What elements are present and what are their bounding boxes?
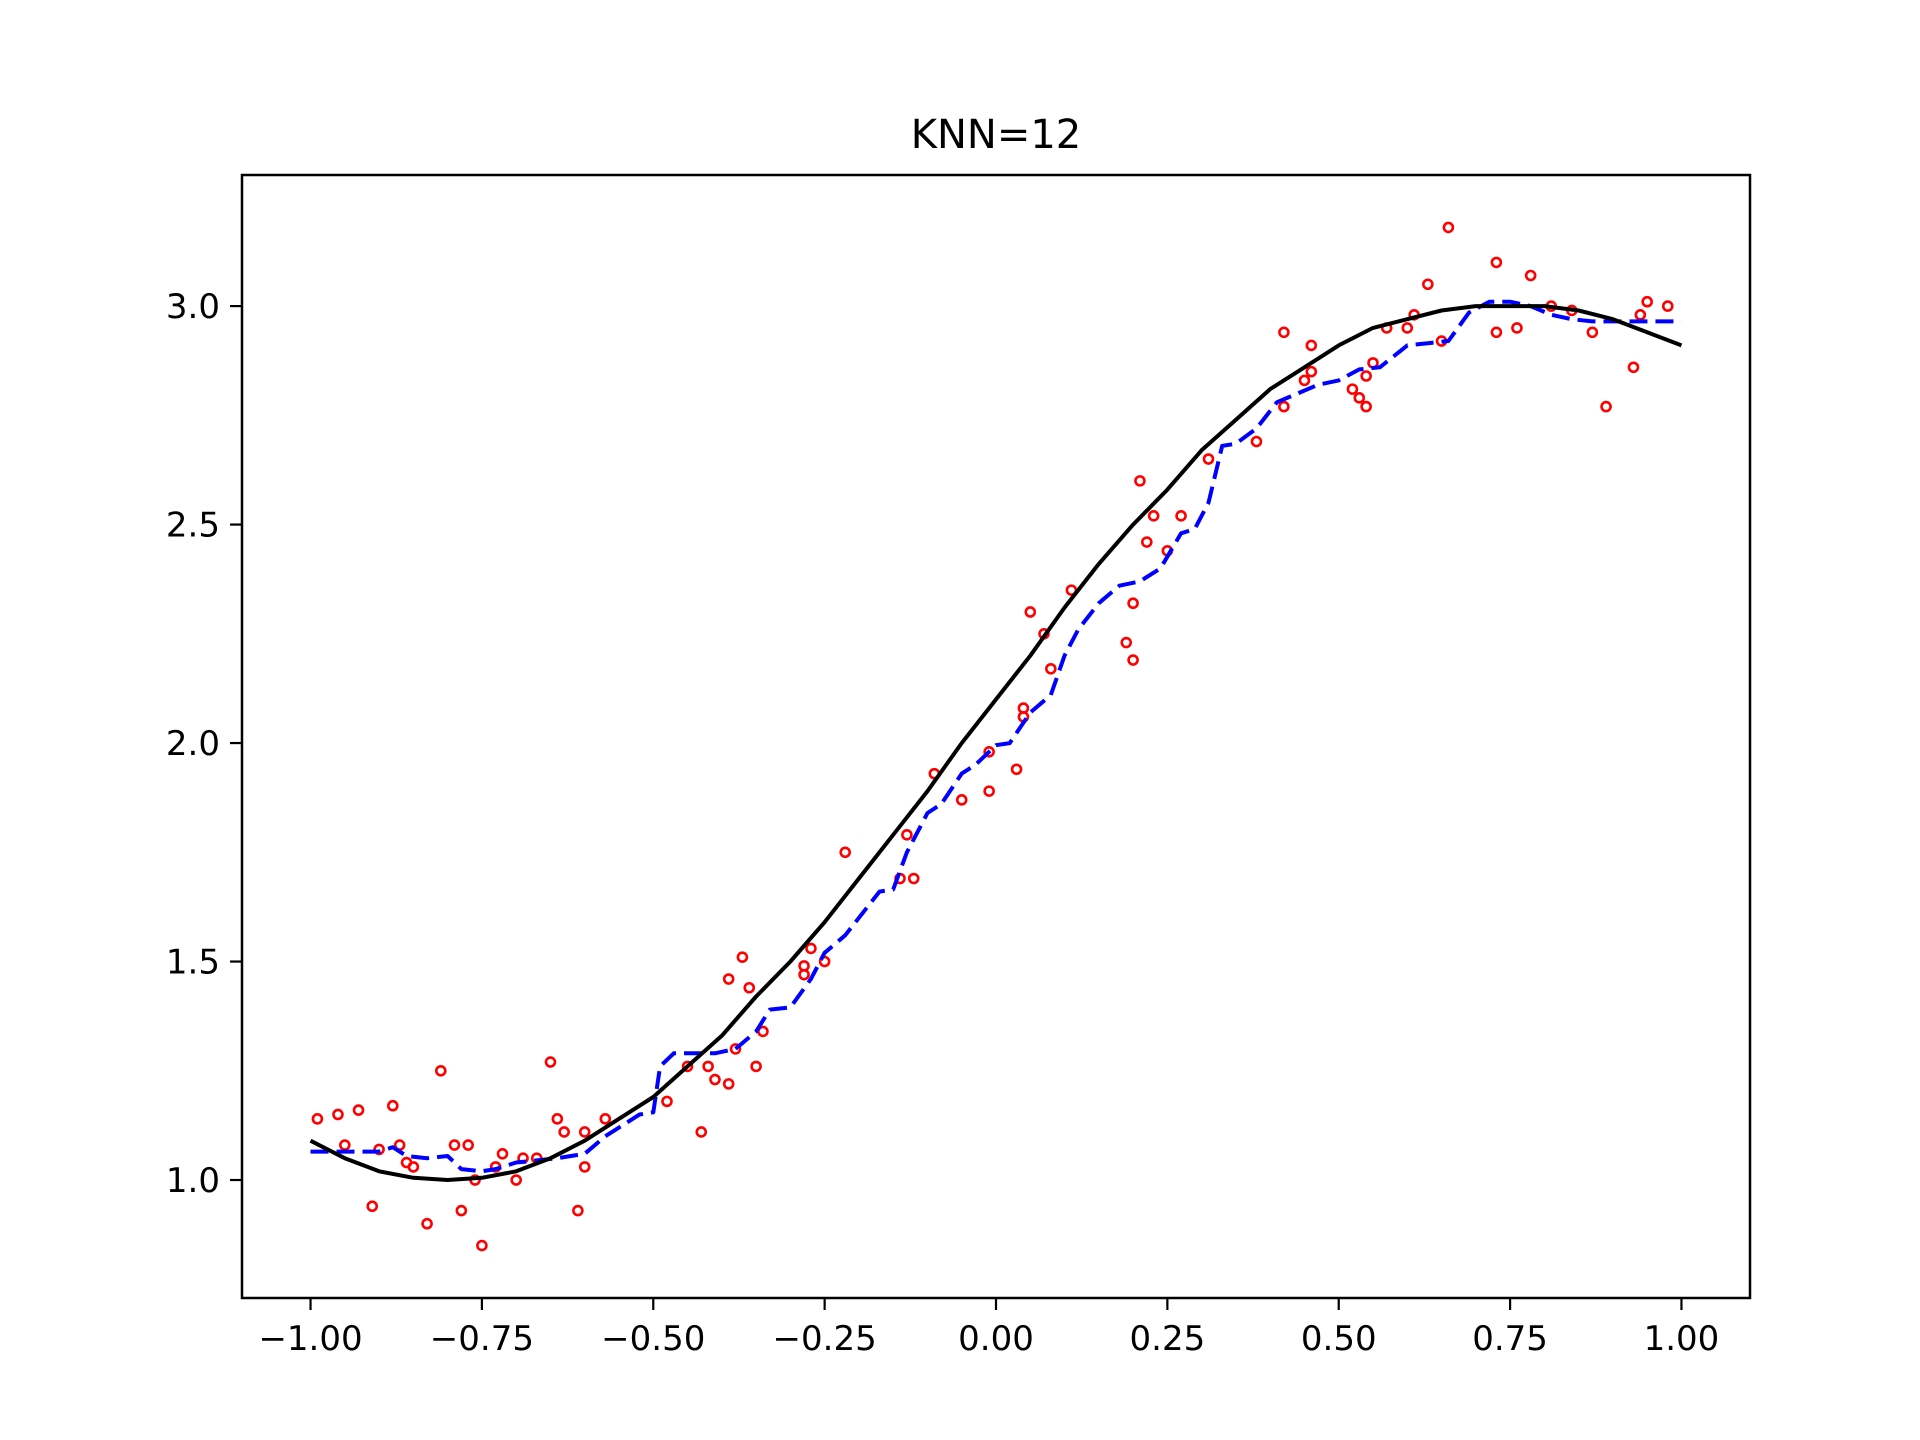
sample-point (1278, 326, 1290, 339)
sample-point (352, 1104, 365, 1116)
sample-point (1634, 309, 1647, 321)
sample-point (1600, 400, 1612, 413)
sample-point (366, 1200, 379, 1213)
sample-point (332, 1108, 344, 1121)
knn-fit-line (310, 299, 1682, 1174)
sample-point (681, 1060, 694, 1073)
sample-point (1305, 365, 1318, 378)
sample-point (1298, 374, 1311, 387)
sample-point (1134, 475, 1146, 487)
x-axis: −1.00 −0.75 −0.50 −0.25 0.00 0.25 0.50 0.75 1.00 (258, 1298, 1719, 1359)
sample-point (1175, 510, 1187, 522)
y-tick-label: 2.5 (166, 506, 220, 546)
sample-point (578, 1161, 591, 1173)
y-tick-label: 3.0 (166, 287, 220, 327)
x-tick-label: −1.00 (258, 1319, 362, 1359)
sample-point (339, 1139, 351, 1151)
sample-point (722, 973, 735, 985)
sample-point (1401, 322, 1414, 334)
sample-point (798, 968, 810, 981)
sample-point (1250, 435, 1263, 448)
sample-point (558, 1126, 570, 1138)
y-tick-label: 1.5 (166, 943, 220, 983)
sample-point (1360, 400, 1372, 413)
sample-point (1586, 326, 1599, 339)
sample-point (510, 1174, 522, 1186)
sample-point (709, 1073, 721, 1086)
sample-point (1511, 322, 1523, 334)
y-tick-label: 2.0 (166, 724, 220, 764)
sample-point (702, 1060, 714, 1073)
sample-point (448, 1139, 461, 1151)
sample-point (599, 1113, 612, 1125)
sample-point (1442, 221, 1455, 234)
x-tick-label: 0.00 (958, 1319, 1034, 1359)
sample-point (1360, 370, 1372, 382)
sample-point (839, 846, 852, 859)
x-tick-label: −0.75 (430, 1319, 534, 1359)
sample-point (1661, 300, 1674, 312)
x-tick-label: 1.00 (1644, 1319, 1720, 1359)
sample-point (311, 1113, 324, 1125)
sample-point (1147, 510, 1160, 522)
sample-point (695, 1126, 708, 1138)
true-function-line (309, 304, 1683, 1182)
series-layer (309, 221, 1683, 1252)
sample-point (729, 1043, 742, 1055)
sample-point (1641, 295, 1653, 308)
sample-point (805, 942, 817, 955)
sample-point (386, 1099, 399, 1112)
x-tick-label: −0.25 (773, 1319, 877, 1359)
x-tick-label: 0.75 (1472, 1319, 1548, 1359)
sample-point (1490, 326, 1503, 339)
sample-point (373, 1143, 385, 1156)
sample-point (1353, 392, 1366, 404)
x-tick-label: 0.25 (1130, 1319, 1206, 1359)
y-tick-label: 1.0 (166, 1161, 220, 1201)
sample-point (901, 829, 913, 841)
sample-point (578, 1126, 591, 1138)
sample-point (983, 785, 995, 797)
sample-point (1120, 636, 1133, 649)
chart-title: KNN=12 (911, 112, 1082, 158)
sample-point (1141, 536, 1153, 548)
y-axis: 1.0 1.5 2.0 2.5 3.0 (166, 287, 242, 1201)
sample-point (736, 951, 749, 963)
sample-point (1346, 383, 1359, 395)
sample-point (476, 1239, 488, 1252)
sample-point (434, 1064, 447, 1077)
sample-point (722, 1078, 735, 1090)
x-tick-label: −0.50 (601, 1319, 705, 1359)
sample-point (750, 1060, 762, 1073)
sample-point (551, 1113, 564, 1125)
plot-area (309, 221, 1683, 1252)
sample-point (1305, 339, 1318, 352)
sample-point (544, 1056, 557, 1068)
sample-point (743, 981, 756, 994)
sample-point (1024, 606, 1037, 618)
sample-point (1127, 597, 1139, 610)
sample-point (661, 1095, 673, 1108)
sample-point (1202, 453, 1215, 465)
sample-point (1127, 654, 1139, 666)
sample-point (955, 794, 968, 806)
sample-point (1627, 361, 1640, 374)
sample-point (496, 1148, 509, 1160)
sample-point (1010, 763, 1023, 776)
sample-point (407, 1161, 420, 1173)
sample-point (1422, 278, 1434, 291)
sample-point (455, 1204, 468, 1217)
sample-point (983, 745, 995, 758)
sample-point (462, 1139, 475, 1151)
sample-point (421, 1217, 433, 1230)
sample-point (1524, 269, 1537, 282)
sample-point (1490, 256, 1503, 269)
sample-point (907, 872, 920, 885)
sample-point (572, 1204, 584, 1217)
sample-point (1045, 662, 1057, 675)
sample-point (1278, 400, 1290, 413)
x-tick-label: 0.50 (1301, 1319, 1377, 1359)
